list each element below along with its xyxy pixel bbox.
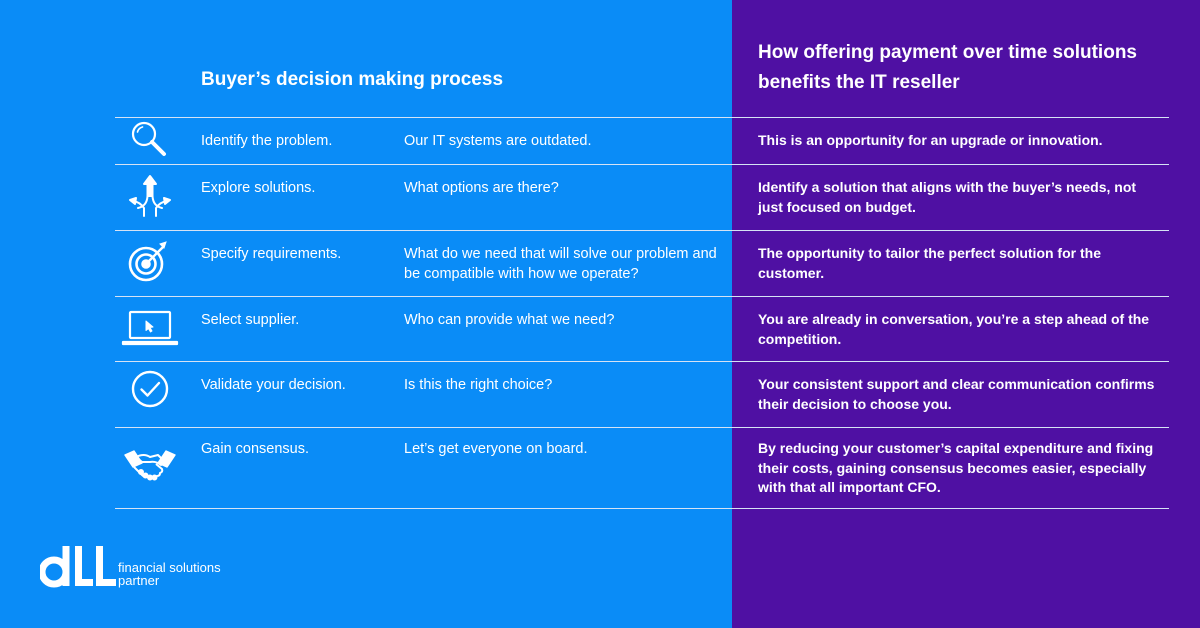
step-label: Explore solutions.	[201, 180, 316, 196]
buyer-question: Who can provide what we need?	[404, 312, 615, 328]
logo-tagline-line1: financial solutions	[118, 560, 221, 575]
check-circle-icon	[120, 365, 180, 413]
step-label: Select supplier.	[201, 312, 300, 328]
arrows-split-icon	[120, 172, 180, 220]
reseller-benefit: The opportunity to tailor the perfect so…	[758, 245, 1101, 281]
divider	[115, 427, 1169, 428]
buyer-question: Is this the right choice?	[404, 377, 553, 393]
reseller-benefit: You are already in conversation, you’re …	[758, 311, 1150, 347]
buyer-question: Let’s get everyone on board.	[404, 441, 588, 457]
step-label: Identify the problem.	[201, 133, 333, 149]
divider	[115, 230, 1169, 231]
target-icon	[120, 238, 180, 286]
step-label: Gain consensus.	[201, 441, 310, 457]
reseller-benefit: Identify a solution that aligns with the…	[758, 179, 1137, 215]
divider	[115, 508, 1169, 509]
divider	[115, 296, 1169, 297]
reseller-benefit: By reducing your customer’s capital expe…	[758, 440, 1154, 495]
buyer-question: What options are there?	[404, 180, 559, 196]
reseller-benefit: This is an opportunity for an upgrade or…	[758, 132, 1103, 148]
laptop-cursor-icon	[120, 304, 180, 352]
buyer-question: What do we need that will solve our prob…	[404, 246, 717, 282]
step-label: Specify requirements.	[201, 246, 342, 262]
buyer-question: Our IT systems are outdated.	[404, 133, 592, 149]
magnifier-icon	[120, 115, 180, 163]
logo-tagline-line2: partner	[118, 573, 160, 588]
step-label: Validate your decision.	[201, 377, 346, 393]
left-panel	[0, 0, 732, 628]
right-heading: How offering payment over time solutions…	[758, 42, 1137, 93]
dll-logo-mark	[40, 546, 116, 588]
divider	[115, 361, 1169, 362]
dll-logo: financial solutions partner	[40, 542, 280, 592]
reseller-benefit: Your consistent support and clear commun…	[758, 376, 1155, 412]
divider	[115, 164, 1169, 165]
handshake-icon	[120, 445, 180, 493]
left-heading: Buyer’s decision making process	[201, 69, 504, 90]
divider	[115, 117, 1169, 118]
right-panel	[732, 0, 1200, 628]
